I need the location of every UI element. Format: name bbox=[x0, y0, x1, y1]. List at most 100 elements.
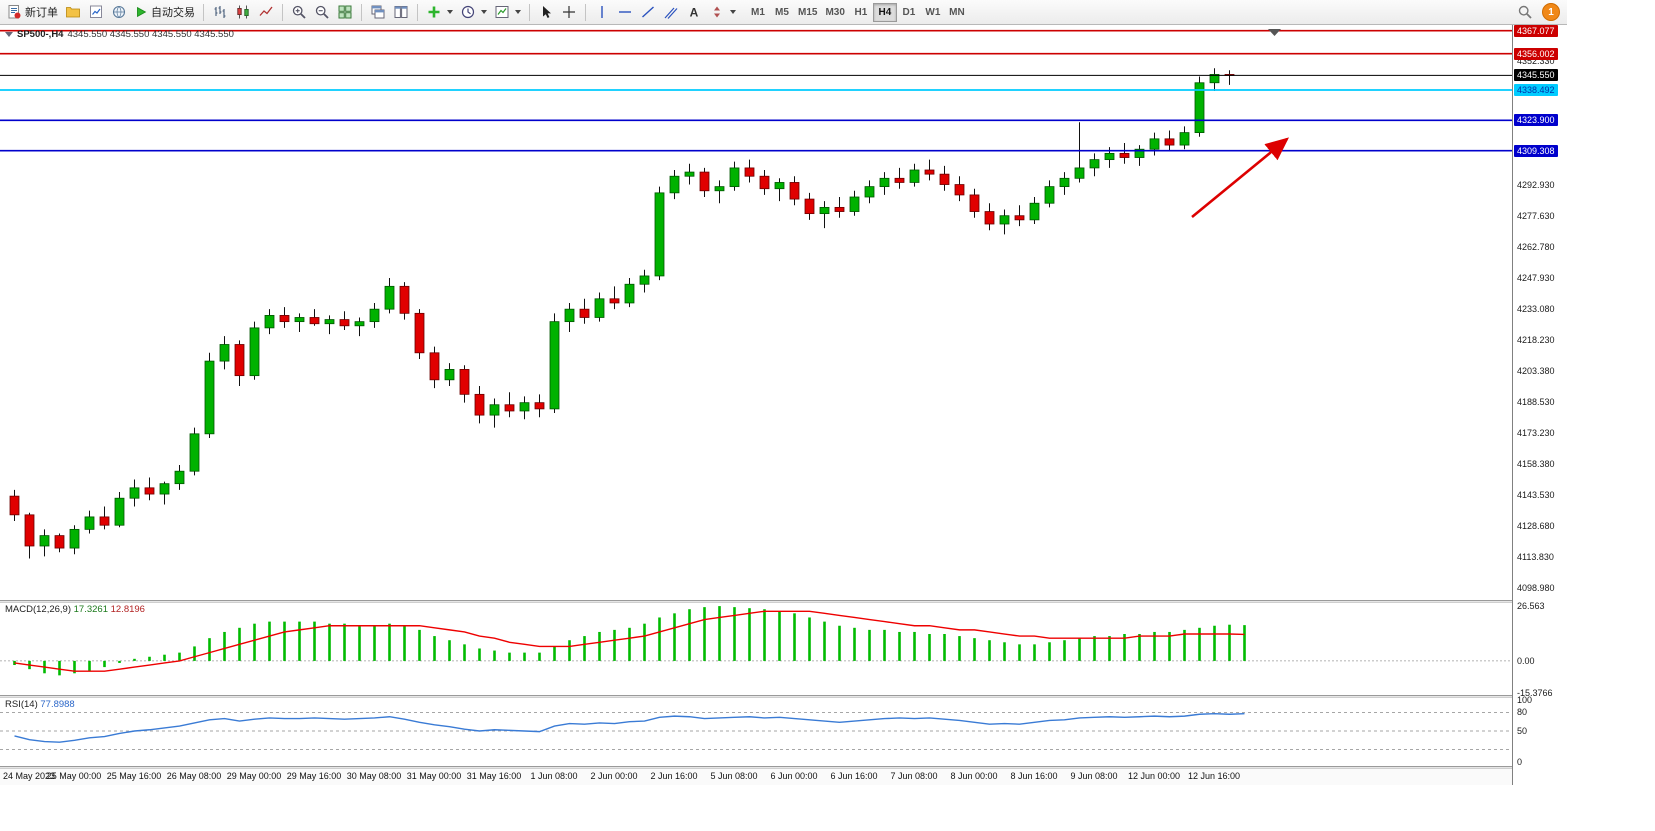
bear-candle bbox=[699, 171, 710, 192]
bear-candle bbox=[969, 194, 980, 212]
bull-candle bbox=[549, 321, 560, 410]
macd-panel[interactable]: MACD(12,26,9) 17.3261 12.8196 bbox=[0, 603, 1512, 695]
time-axis-label: 29 May 00:00 bbox=[226, 771, 282, 781]
bull-candle bbox=[594, 298, 605, 318]
periodicity-button[interactable] bbox=[457, 2, 490, 23]
globe-button[interactable] bbox=[108, 2, 130, 23]
price-tick: 4143.530 bbox=[1517, 490, 1555, 501]
annotation-arrow[interactable] bbox=[1191, 137, 1290, 219]
time-axis-label: 12 Jun 00:00 bbox=[1127, 771, 1181, 781]
time-axis[interactable]: 24 May 2023 25 May 00:00 25 May 16:00 26 Ma… bbox=[0, 769, 1512, 785]
time-axis-label: 25 May 00:00 bbox=[46, 771, 102, 781]
price-level-label: 4345.550 bbox=[1514, 69, 1558, 82]
macd-main-value: 17.3261 bbox=[73, 604, 108, 615]
timeframe-m15-button[interactable]: M15 bbox=[794, 3, 821, 22]
search-icon bbox=[1518, 5, 1532, 19]
panel-splitter[interactable] bbox=[0, 600, 1512, 603]
chart-doc-button[interactable] bbox=[85, 2, 107, 23]
timeframe-w1-button[interactable]: W1 bbox=[921, 3, 945, 22]
timeframe-d1-button[interactable]: D1 bbox=[897, 3, 921, 22]
bear-candle bbox=[939, 173, 950, 185]
bull-candle bbox=[264, 315, 275, 329]
zoom-in-button[interactable] bbox=[288, 2, 310, 23]
time-axis-label: 29 May 16:00 bbox=[286, 771, 342, 781]
zoom-out-button[interactable] bbox=[311, 2, 333, 23]
template-icon bbox=[495, 6, 509, 18]
timeframe-m5-button[interactable]: M5 bbox=[770, 3, 794, 22]
horizontal-line-tool-button[interactable] bbox=[614, 2, 636, 23]
time-axis-label: 7 Jun 08:00 bbox=[890, 771, 938, 781]
price-tick: 4262.780 bbox=[1517, 242, 1555, 253]
trading-platform-window: 新订单 自动交易 bbox=[0, 0, 1568, 785]
bear-candle bbox=[744, 167, 755, 177]
time-axis-label: 2 Jun 16:00 bbox=[650, 771, 698, 781]
panel-splitter[interactable] bbox=[0, 695, 1512, 698]
macd-signal-value: 12.8196 bbox=[110, 604, 145, 615]
crosshair-icon bbox=[563, 6, 575, 18]
panel-splitter[interactable] bbox=[0, 766, 1512, 769]
search-button[interactable] bbox=[1514, 2, 1536, 23]
crosshair-tool-button[interactable] bbox=[558, 2, 580, 23]
bull-candle bbox=[1044, 186, 1055, 204]
notification-badge[interactable]: 1 bbox=[1542, 3, 1560, 21]
candlestick-chart[interactable] bbox=[0, 25, 1512, 600]
bear-candle bbox=[399, 285, 410, 314]
bear-candle bbox=[1164, 138, 1175, 146]
equidistant-channel-icon bbox=[664, 7, 678, 19]
timeframe-h1-button[interactable]: H1 bbox=[849, 3, 873, 22]
bull-candle bbox=[849, 196, 860, 212]
line-chart-mode-button[interactable] bbox=[255, 2, 277, 23]
timeframe-m1-button[interactable]: M1 bbox=[746, 3, 770, 22]
bear-candle bbox=[954, 184, 965, 196]
folder-icon bbox=[66, 7, 80, 18]
bear-candle bbox=[459, 369, 470, 395]
bear-candle bbox=[24, 514, 35, 547]
chart-title: SP500-,H4 4345.550 4345.550 4345.550 434… bbox=[5, 29, 234, 40]
macd-chart[interactable] bbox=[0, 603, 1512, 695]
collapse-chart-icon[interactable] bbox=[5, 32, 13, 37]
vertical-line-tool-button[interactable] bbox=[591, 2, 613, 23]
time-axis-label: 30 May 08:00 bbox=[346, 771, 402, 781]
bull-candle bbox=[204, 360, 215, 435]
text-tool-button[interactable]: A bbox=[683, 2, 705, 23]
cascade-windows-button[interactable] bbox=[367, 2, 389, 23]
time-axis-label: 12 Jun 16:00 bbox=[1187, 771, 1241, 781]
bar-chart-mode-button[interactable] bbox=[209, 2, 231, 23]
tile-vertical-button[interactable] bbox=[390, 2, 412, 23]
new-chart-button[interactable] bbox=[423, 2, 456, 23]
main-chart-panel[interactable]: SP500-,H4 4345.550 4345.550 4345.550 434… bbox=[0, 25, 1512, 600]
bull-candle bbox=[564, 308, 575, 323]
price-tick: 4352.330 bbox=[1517, 56, 1555, 67]
timeframe-mn-button[interactable]: MN bbox=[945, 3, 969, 22]
bull-candle bbox=[1194, 82, 1205, 134]
bear-candle bbox=[234, 344, 245, 377]
bull-candle bbox=[1179, 132, 1190, 146]
chart-shift-marker-icon[interactable] bbox=[1268, 29, 1281, 36]
bull-candle bbox=[129, 487, 140, 499]
rsi-panel[interactable]: RSI(14) 77.8988 bbox=[0, 698, 1512, 766]
tile-windows-button[interactable] bbox=[334, 2, 356, 23]
tile-windows-icon bbox=[338, 5, 352, 19]
equidistant-channel-tool-button[interactable] bbox=[660, 2, 682, 23]
toolbar-separator bbox=[282, 3, 283, 21]
folder-button[interactable] bbox=[62, 2, 84, 23]
candlestick-mode-button[interactable] bbox=[232, 2, 254, 23]
templates-button[interactable] bbox=[491, 2, 524, 23]
auto-trading-button[interactable]: 自动交易 bbox=[131, 2, 198, 23]
price-axis[interactable]: 4352.330 4292.930 4277.630 4262.780 4247.930… bbox=[1512, 24, 1568, 785]
new-order-button[interactable]: 新订单 bbox=[3, 2, 61, 23]
bull-candle bbox=[324, 319, 335, 325]
rsi-chart[interactable] bbox=[0, 698, 1512, 766]
price-tick: 4098.980 bbox=[1517, 582, 1555, 593]
timeframe-h4-button[interactable]: H4 bbox=[872, 2, 897, 22]
bull-candle bbox=[774, 182, 785, 190]
macd-scale-tick: 0.00 bbox=[1517, 655, 1535, 666]
macd-name: MACD(12,26,9) bbox=[5, 604, 71, 615]
arrow-objects-button[interactable] bbox=[706, 2, 739, 23]
bull-candle bbox=[384, 285, 395, 310]
cursor-tool-button[interactable] bbox=[535, 2, 557, 23]
rsi-value: 77.8988 bbox=[40, 699, 75, 710]
timeframe-m30-button[interactable]: M30 bbox=[821, 3, 848, 22]
trendline-tool-button[interactable] bbox=[637, 2, 659, 23]
rsi-scale-tick: 80 bbox=[1517, 707, 1528, 718]
